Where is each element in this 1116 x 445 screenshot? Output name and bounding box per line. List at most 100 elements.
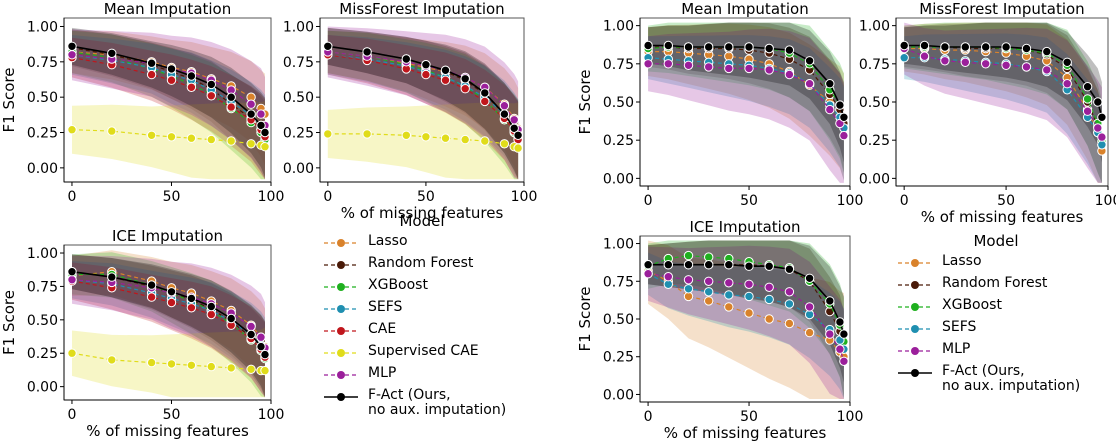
data-point-mlp xyxy=(256,332,266,342)
data-point-f-act-ours-no-aux-imputation xyxy=(513,130,523,141)
y-tick-label: 0.50 xyxy=(27,313,58,329)
data-point-f-act-ours-no-aux-imputation xyxy=(186,71,197,81)
data-point-mlp xyxy=(499,101,510,111)
x-tick-label: 50 xyxy=(163,407,181,423)
y-tick-label: 0.75 xyxy=(27,55,58,71)
y-tick-label: 0.00 xyxy=(27,161,58,177)
confidence-band-mlp xyxy=(904,22,1102,183)
data-point-mlp xyxy=(784,69,795,80)
data-point-cae xyxy=(166,75,177,85)
legend-swatch xyxy=(324,283,358,291)
y-tick-label: 0.75 xyxy=(283,55,314,71)
data-point-f-act-ours-no-aux-imputation xyxy=(724,42,734,52)
legend-swatch xyxy=(324,239,358,247)
legend-label: Supervised CAE xyxy=(368,343,479,359)
legend-marker xyxy=(911,347,919,355)
confidence-band-cae xyxy=(327,35,519,180)
data-point-f-act-ours-no-aux-imputation xyxy=(835,317,845,327)
legend-item-f-act-ours-no-aux-imputation: F-Act (Ours, no aux. imputation) xyxy=(322,388,522,426)
x-tick-label: 0 xyxy=(900,193,909,209)
data-point-lasso xyxy=(744,308,754,318)
data-point-supervised-cae xyxy=(186,133,197,143)
y-tick-label: 0.75 xyxy=(603,57,634,73)
legend-marker xyxy=(911,369,919,377)
series-line-f-act-ours-no-aux-imputation xyxy=(327,45,519,136)
data-point-supervised-cae xyxy=(246,139,256,149)
data-point-sefs xyxy=(899,53,909,63)
x-tick-label: 100 xyxy=(511,189,538,205)
confidence-band-xgboost xyxy=(648,240,844,398)
legend-label: XGBoost xyxy=(368,277,428,293)
data-point-f-act-ours-no-aux-imputation xyxy=(784,264,795,274)
legend-marker xyxy=(337,371,345,379)
data-point-cae xyxy=(146,292,157,302)
data-point-f-act-ours-no-aux-imputation xyxy=(981,42,991,52)
data-point-sefs xyxy=(724,290,734,300)
data-point-mlp xyxy=(825,329,835,339)
data-point-xgboost xyxy=(1082,94,1093,104)
data-point-mlp xyxy=(1042,65,1052,75)
series-line-xgboost xyxy=(327,51,519,140)
data-point-f-act-ours-no-aux-imputation xyxy=(825,79,835,89)
x-axis-label: % of missing features xyxy=(921,208,1084,226)
data-point-f-act-ours-no-aux-imputation xyxy=(256,120,266,131)
data-point-f-act-ours-no-aux-imputation xyxy=(960,42,970,52)
data-point-f-act-ours-no-aux-imputation xyxy=(1082,82,1093,92)
y-tick-label: 0.25 xyxy=(27,346,58,362)
data-point-supervised-cae xyxy=(206,361,217,372)
legend-swatch xyxy=(324,261,358,269)
series-line-supervised-cae xyxy=(327,133,519,149)
series-line-f-act-ours-no-aux-imputation xyxy=(71,270,266,355)
y-tick-label: 0.25 xyxy=(603,133,634,149)
data-point-supervised-cae xyxy=(260,365,270,376)
confidence-band-lasso xyxy=(648,23,844,181)
data-point-f-act-ours-no-aux-imputation xyxy=(1093,97,1103,107)
confidence-band-lasso xyxy=(904,22,1102,183)
confidence-band-sefs xyxy=(904,33,1102,183)
x-axis-label: % of missing features xyxy=(86,422,249,440)
data-point-f-act-ours-no-aux-imputation xyxy=(166,287,177,297)
data-point-mlp xyxy=(1001,60,1011,71)
data-point-cae xyxy=(480,96,490,107)
confidence-band-sefs xyxy=(72,35,265,180)
x-axis-label: % of missing features xyxy=(341,204,504,222)
data-point-mlp xyxy=(704,276,714,286)
data-point-mlp xyxy=(940,56,950,66)
data-point-f-act-ours-no-aux-imputation xyxy=(683,42,694,52)
legend-label: SEFS xyxy=(942,319,977,335)
data-point-mlp xyxy=(1097,132,1107,142)
data-point-f-act-ours-no-aux-imputation xyxy=(744,42,754,52)
confidence-band-f-act-ours-no-aux-imputation xyxy=(327,27,519,180)
legend-swatch xyxy=(324,327,358,335)
series-line-mlp xyxy=(903,47,1103,138)
legend-label: Random Forest xyxy=(368,255,474,271)
legend-label: Lasso xyxy=(942,253,982,269)
data-point-f-act-ours-no-aux-imputation xyxy=(940,42,950,52)
y-tick-label: 1.00 xyxy=(27,246,58,262)
chart-title: ICE Imputation xyxy=(689,218,800,236)
legend-title: Model xyxy=(399,212,445,230)
legend-item-lasso: Lasso xyxy=(322,234,522,256)
y-tick-label: 1.00 xyxy=(603,19,634,35)
data-point-mlp xyxy=(246,321,256,332)
y-tick-label: 0.75 xyxy=(859,57,890,73)
confidence-band-mlp xyxy=(327,26,519,180)
legend-marker xyxy=(337,327,345,335)
legend-items: Lasso Random Forest XGBoost SEFS CAE Supervis… xyxy=(322,234,522,426)
data-point-sefs xyxy=(704,287,714,297)
legend-swatch xyxy=(898,325,932,333)
legend-item-sefs: SEFS xyxy=(896,320,1096,342)
data-point-f-act-ours-no-aux-imputation xyxy=(460,74,470,84)
data-point-supervised-cae xyxy=(480,136,490,146)
data-point-f-act-ours-no-aux-imputation xyxy=(1001,42,1011,52)
legend-item-supervised-cae: Supervised CAE xyxy=(322,344,522,366)
series-line-xgboost xyxy=(71,51,266,140)
legend-marker xyxy=(337,393,345,401)
data-point-f-act-ours-no-aux-imputation xyxy=(362,47,372,57)
chart-title: MissForest Imputation xyxy=(339,0,504,18)
series-line-supervised-cae xyxy=(71,129,266,148)
confidence-band-cae xyxy=(72,37,265,180)
data-point-mlp xyxy=(804,79,815,89)
legend-item-mlp: MLP xyxy=(896,342,1096,364)
